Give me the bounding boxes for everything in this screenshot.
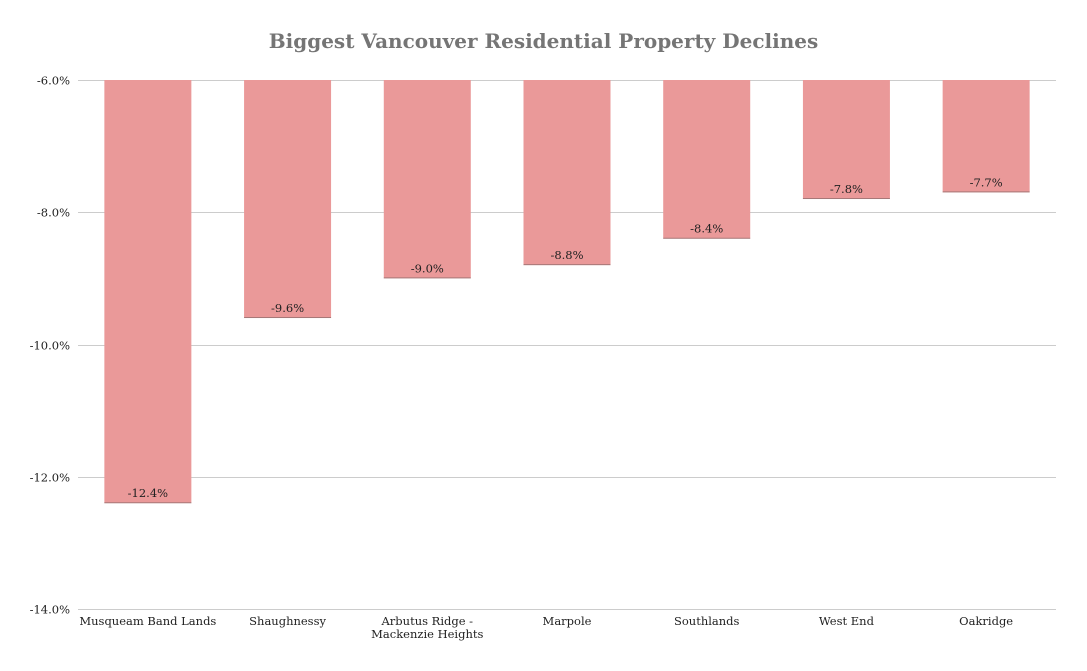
bar xyxy=(802,80,890,200)
bar xyxy=(383,80,471,279)
category-label: Arbutus Ridge -Mackenzie Heights xyxy=(371,614,483,641)
bar-value-label: -9.6% xyxy=(271,301,304,315)
bar-value-label: -9.0% xyxy=(411,261,444,275)
category-label: Shaughnessy xyxy=(249,614,326,628)
y-tick-label: -8.0% xyxy=(37,206,70,220)
y-tick-label: -12.0% xyxy=(30,471,70,485)
category-label-line: Marpole xyxy=(543,614,592,628)
y-tick-label: -6.0% xyxy=(37,74,70,88)
x-axis-category-labels: Musqueam Band Lands Shaughnessy Arbutus Ri… xyxy=(79,614,1013,641)
chart-title: Biggest Vancouver Residential Property D… xyxy=(269,29,819,53)
category-label-line: West End xyxy=(819,614,875,628)
category-label-line: Southlands xyxy=(674,614,740,628)
bar xyxy=(104,80,192,504)
category-label-line: Arbutus Ridge - xyxy=(381,614,474,628)
category-label: Oakridge xyxy=(959,614,1013,628)
category-label: West End xyxy=(819,614,875,628)
bar-value-labels: -12.4% -9.6% -9.0% -8.8% -8.4% -7.8% -7.7% xyxy=(128,175,1003,500)
category-label: Southlands xyxy=(674,614,740,628)
gridlines xyxy=(78,80,1056,610)
y-tick-label: -14.0% xyxy=(30,603,70,617)
bar-value-label: -7.8% xyxy=(830,182,863,196)
category-label-line: Mackenzie Heights xyxy=(371,627,483,641)
bar-value-label: -7.7% xyxy=(970,175,1003,189)
y-axis-tick-labels: -6.0% -8.0% -10.0% -12.0% -14.0% xyxy=(30,74,70,617)
category-label: Musqueam Band Lands xyxy=(79,614,216,628)
bar xyxy=(523,80,611,266)
category-label: Marpole xyxy=(543,614,592,628)
category-label-line: Oakridge xyxy=(959,614,1013,628)
bar-value-label: -8.8% xyxy=(550,248,583,262)
bar-value-label: -8.4% xyxy=(690,222,723,236)
category-label-line: Shaughnessy xyxy=(249,614,326,628)
y-tick-label: -10.0% xyxy=(30,339,70,353)
bar xyxy=(244,80,332,319)
bar xyxy=(663,80,751,239)
category-label-line: Musqueam Band Lands xyxy=(79,614,216,628)
bars xyxy=(104,80,1030,504)
bar-value-label: -12.4% xyxy=(128,486,168,500)
bar xyxy=(942,80,1030,193)
